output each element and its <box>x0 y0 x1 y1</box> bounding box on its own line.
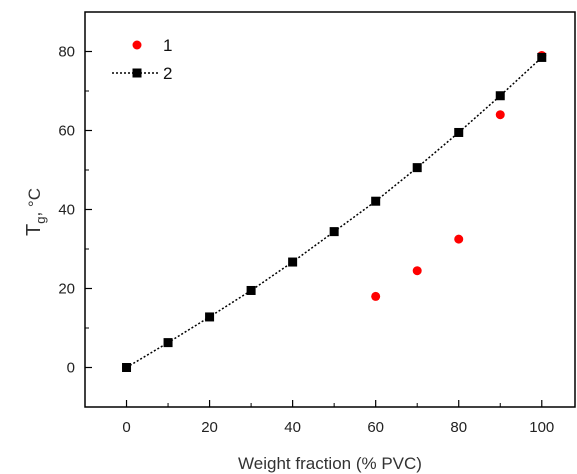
x-tick-label: 40 <box>284 419 301 436</box>
series-1-point <box>371 291 381 301</box>
legend-marker-series-2 <box>132 68 142 78</box>
y-axis-title-subscript: g <box>33 217 48 224</box>
series-2-line <box>126 56 543 369</box>
series-2-point <box>163 338 173 348</box>
series-2-point <box>371 196 381 206</box>
y-tick-label: 40 <box>58 202 75 219</box>
series-2-point <box>288 257 298 267</box>
series-layer <box>122 50 547 372</box>
series-2-point <box>205 312 215 322</box>
series-2-point <box>454 127 464 137</box>
series-1-point <box>412 266 422 276</box>
y-tick-label: 80 <box>58 44 75 61</box>
series-1-point <box>495 110 505 120</box>
y-tick-label: 60 <box>58 123 75 140</box>
series-2-point <box>537 52 547 62</box>
series-2-point <box>412 163 422 173</box>
y-tick-label: 20 <box>58 281 75 298</box>
series-2-point <box>329 227 339 237</box>
y-tick-label: 0 <box>67 360 75 377</box>
series-2-point <box>246 285 256 295</box>
series-1-point <box>454 234 464 244</box>
x-tick-label: 100 <box>529 419 554 436</box>
ticks-layer: 0 20 40 60 80 100 0 20 40 60 80 <box>58 11 554 436</box>
y-axis-title: Tg, °C <box>23 188 48 236</box>
x-tick-label: 60 <box>367 419 384 436</box>
y-axis-title-main: T <box>23 224 45 236</box>
legend-marker-series-1 <box>132 40 142 50</box>
x-axis-title: Weight fraction (% PVC) <box>238 454 422 473</box>
series-2-point <box>495 91 505 101</box>
series-2-point <box>122 363 132 372</box>
legend: 1 2 <box>112 36 172 83</box>
x-tick-label: 80 <box>450 419 467 436</box>
x-tick-label: 0 <box>122 419 130 436</box>
x-tick-label: 20 <box>201 419 218 436</box>
y-axis-title-rest: , °C <box>25 188 44 217</box>
legend-label-series-2: 2 <box>163 64 172 83</box>
legend-label-series-1: 1 <box>163 36 172 55</box>
